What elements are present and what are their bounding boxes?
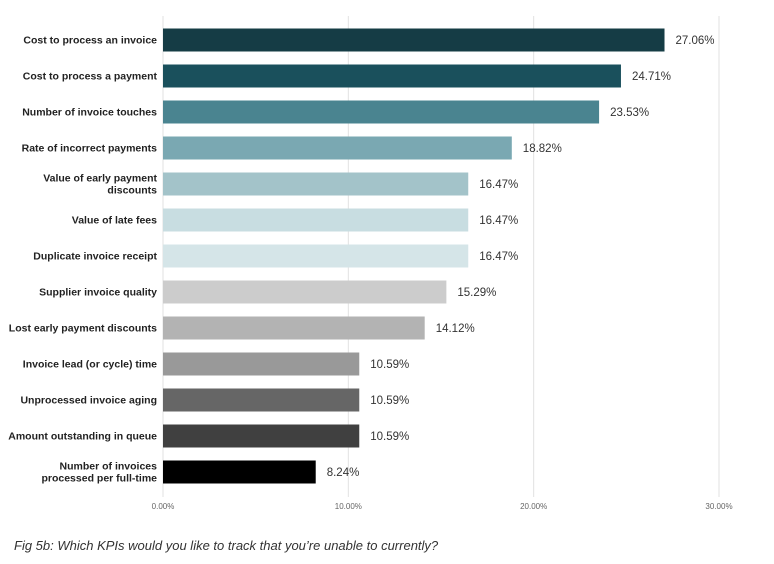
category-label: Amount outstanding in queue — [8, 431, 157, 443]
bar — [163, 136, 512, 160]
bar — [163, 280, 447, 304]
x-tick-label: 30.00% — [705, 502, 732, 511]
bar-value-label: 23.53% — [610, 107, 649, 119]
category-label: Value of early payment discounts — [43, 173, 157, 197]
bar — [163, 28, 665, 52]
category-label: Lost early payment discounts — [9, 323, 157, 335]
bar — [163, 352, 360, 376]
bar-value-label: 16.47% — [479, 251, 518, 263]
category-label: Number of invoice touches — [22, 107, 157, 119]
bar — [163, 208, 469, 232]
bar-value-label: 10.59% — [370, 359, 409, 371]
x-axis-ticks: 0.00% 10.00% 20.00% 30.00% — [152, 502, 733, 511]
bar — [163, 388, 360, 412]
bar-value-label: 15.29% — [457, 287, 496, 299]
bars — [163, 28, 665, 484]
category-label: Cost to process a payment — [23, 71, 158, 83]
bar-value-label: 18.82% — [523, 143, 562, 155]
category-label: Duplicate invoice receipt — [33, 251, 157, 263]
bar — [163, 424, 360, 448]
category-label: Unprocessed invoice aging — [20, 395, 157, 407]
bar-value-label: 14.12% — [436, 323, 475, 335]
bar-value-label: 10.59% — [370, 395, 409, 407]
category-labels: Cost to process an invoice Cost to proces… — [8, 35, 157, 485]
bar — [163, 64, 621, 88]
value-labels: 27.06% 24.71% 23.53% 18.82% 16.47% 16.47% 16.4… — [327, 35, 715, 479]
category-label: Supplier invoice quality — [39, 287, 157, 299]
bar-value-label: 24.71% — [632, 71, 671, 83]
bar-value-label: 16.47% — [479, 215, 518, 227]
x-tick-label: 20.00% — [520, 502, 547, 511]
bar-value-label: 10.59% — [370, 431, 409, 443]
kpi-bar-chart: Cost to process an invoice Cost to proces… — [8, 16, 733, 511]
category-label: Cost to process an invoice — [23, 35, 157, 47]
category-label: Value of late fees — [72, 215, 157, 227]
bar — [163, 172, 469, 196]
x-tick-label: 10.00% — [335, 502, 362, 511]
figure-caption: Fig 5b: Which KPIs would you like to tra… — [14, 538, 439, 553]
bar-value-label: 8.24% — [327, 467, 360, 479]
bar-value-label: 16.47% — [479, 179, 518, 191]
category-label: Rate of incorrect payments — [22, 143, 158, 155]
bar — [163, 316, 425, 340]
bar — [163, 460, 316, 484]
bar — [163, 244, 469, 268]
bar-value-label: 27.06% — [676, 35, 715, 47]
category-label: Invoice lead (or cycle) time — [23, 359, 157, 371]
category-label: Number of invoices processed per full-tim… — [41, 461, 157, 485]
bar — [163, 100, 600, 124]
x-tick-label: 0.00% — [152, 502, 175, 511]
